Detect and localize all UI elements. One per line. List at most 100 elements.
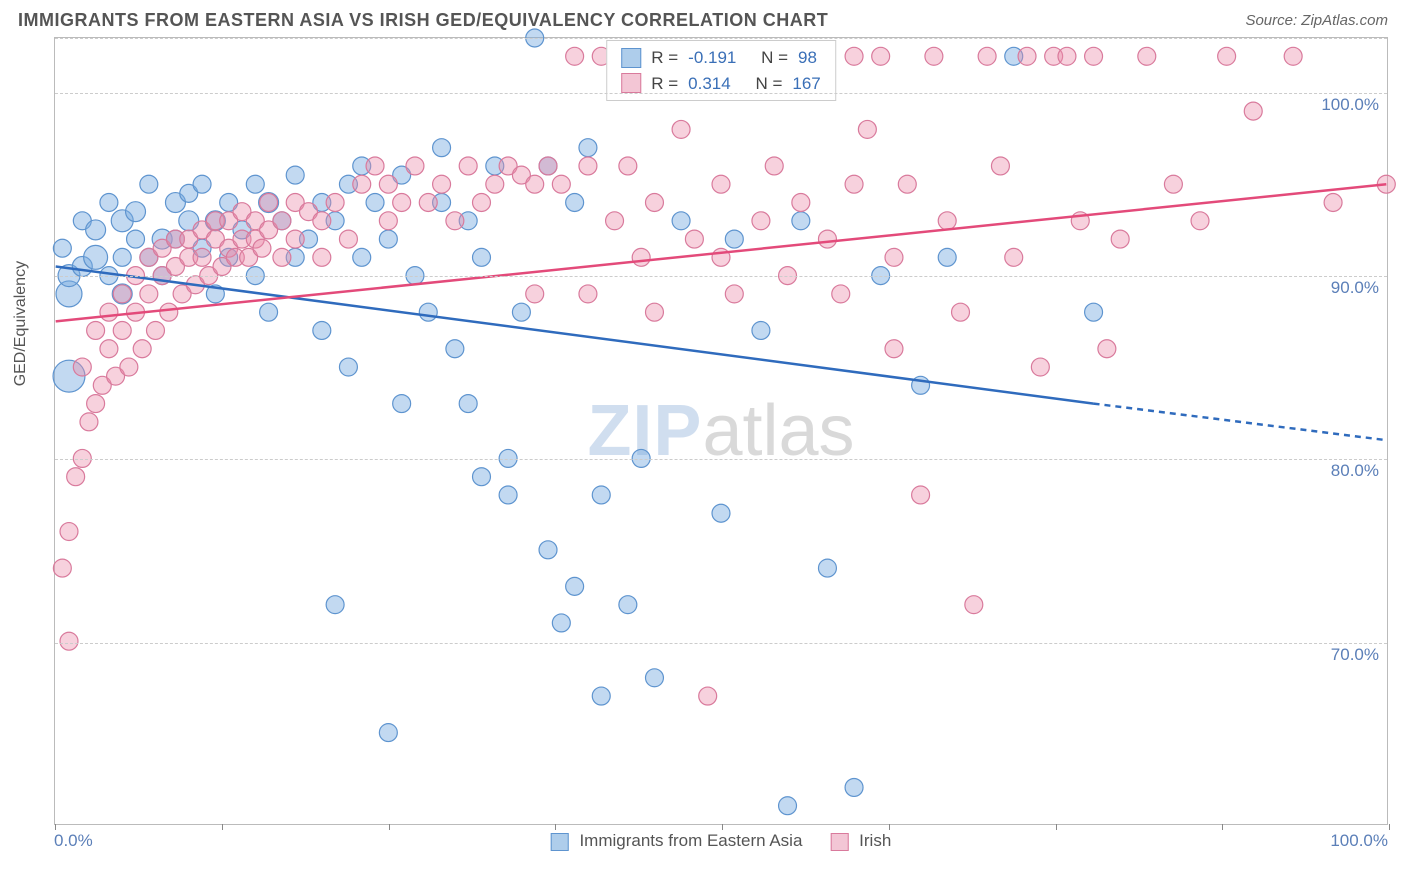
n-value-eastern-asia: 98 [798, 45, 817, 71]
scatter-point [1284, 47, 1302, 65]
scatter-point [86, 220, 106, 240]
legend-label: Immigrants from Eastern Asia [579, 831, 802, 850]
scatter-point [1005, 248, 1023, 266]
scatter-point [120, 358, 138, 376]
scatter-point [393, 395, 411, 413]
scatter-point [832, 285, 850, 303]
y-tick-label: 70.0% [1331, 645, 1379, 665]
scatter-point [725, 230, 743, 248]
scatter-point [752, 212, 770, 230]
stats-legend-box: R = -0.191 N = 98 R = 0.314 N = 167 [606, 40, 836, 101]
scatter-point [313, 321, 331, 339]
scatter-point [938, 248, 956, 266]
x-tick-mark [389, 824, 390, 830]
scatter-point [645, 194, 663, 212]
scatter-point [379, 724, 397, 742]
scatter-point [858, 120, 876, 138]
trend-line-dashed [1094, 404, 1387, 441]
scatter-point [100, 194, 118, 212]
stats-row-eastern-asia: R = -0.191 N = 98 [621, 45, 821, 71]
x-tick-mark [1389, 824, 1390, 830]
scatter-point [260, 303, 278, 321]
scatter-point [140, 285, 158, 303]
scatter-point [286, 166, 304, 184]
scatter-point [898, 175, 916, 193]
gridline [55, 93, 1387, 94]
scatter-point [539, 157, 557, 175]
scatter-point [113, 248, 131, 266]
scatter-point [446, 340, 464, 358]
scatter-point [1058, 47, 1076, 65]
scatter-point [60, 523, 78, 541]
scatter-point [632, 248, 650, 266]
scatter-point [872, 47, 890, 65]
x-tick-mark [722, 824, 723, 830]
scatter-point [938, 212, 956, 230]
scatter-point [579, 139, 597, 157]
scatter-point [818, 559, 836, 577]
scatter-point [499, 449, 517, 467]
scatter-point [419, 303, 437, 321]
scatter-point [53, 559, 71, 577]
scatter-point [87, 395, 105, 413]
scatter-point [552, 614, 570, 632]
scatter-point [393, 194, 411, 212]
scatter-point [1031, 358, 1049, 376]
scatter-point [339, 230, 357, 248]
scatter-point [73, 449, 91, 467]
scatter-point [965, 596, 983, 614]
x-axis-row: 0.0% Immigrants from Eastern Asia Irish … [54, 831, 1388, 861]
scatter-point [885, 248, 903, 266]
scatter-point [133, 340, 151, 358]
trend-line [56, 266, 1094, 403]
scatter-point [499, 486, 517, 504]
r-value-eastern-asia: -0.191 [688, 45, 736, 71]
gridline [55, 276, 1387, 277]
gridline [55, 459, 1387, 460]
x-tick-mark [55, 824, 56, 830]
scatter-point [193, 175, 211, 193]
scatter-point [1085, 303, 1103, 321]
scatter-point [526, 285, 544, 303]
chart-header: IMMIGRANTS FROM EASTERN ASIA VS IRISH GE… [0, 0, 1406, 37]
scatter-point [286, 230, 304, 248]
scatter-point [100, 340, 118, 358]
scatter-point [273, 212, 291, 230]
r-label: R = [651, 45, 678, 71]
y-tick-label: 80.0% [1331, 461, 1379, 481]
scatter-point [446, 212, 464, 230]
scatter-point [645, 303, 663, 321]
scatter-point [925, 47, 943, 65]
scatter-point [725, 285, 743, 303]
scatter-point [845, 175, 863, 193]
x-tick-max: 100.0% [1330, 831, 1388, 851]
scatter-point [699, 687, 717, 705]
scatter-point [246, 175, 264, 193]
y-tick-label: 100.0% [1321, 95, 1379, 115]
scatter-point [526, 175, 544, 193]
scatter-point [818, 230, 836, 248]
scatter-point [1111, 230, 1129, 248]
scatter-point [645, 669, 663, 687]
scatter-point [473, 194, 491, 212]
scatter-point [952, 303, 970, 321]
chart-title: IMMIGRANTS FROM EASTERN ASIA VS IRISH GE… [18, 10, 828, 31]
scatter-point [1138, 47, 1156, 65]
scatter-point [685, 230, 703, 248]
scatter-point [672, 120, 690, 138]
scatter-point [752, 321, 770, 339]
scatter-point [87, 321, 105, 339]
scatter-point [1085, 47, 1103, 65]
scatter-point [912, 486, 930, 504]
y-tick-label: 90.0% [1331, 278, 1379, 298]
swatch-eastern-asia [621, 48, 641, 68]
scatter-point [60, 632, 78, 650]
scatter-point [1191, 212, 1209, 230]
scatter-point [512, 303, 530, 321]
scatter-point [353, 248, 371, 266]
scatter-point [619, 157, 637, 175]
scatter-point [672, 212, 690, 230]
chart-source: Source: ZipAtlas.com [1245, 12, 1388, 29]
scatter-point [1018, 47, 1036, 65]
scatter-point [459, 395, 477, 413]
